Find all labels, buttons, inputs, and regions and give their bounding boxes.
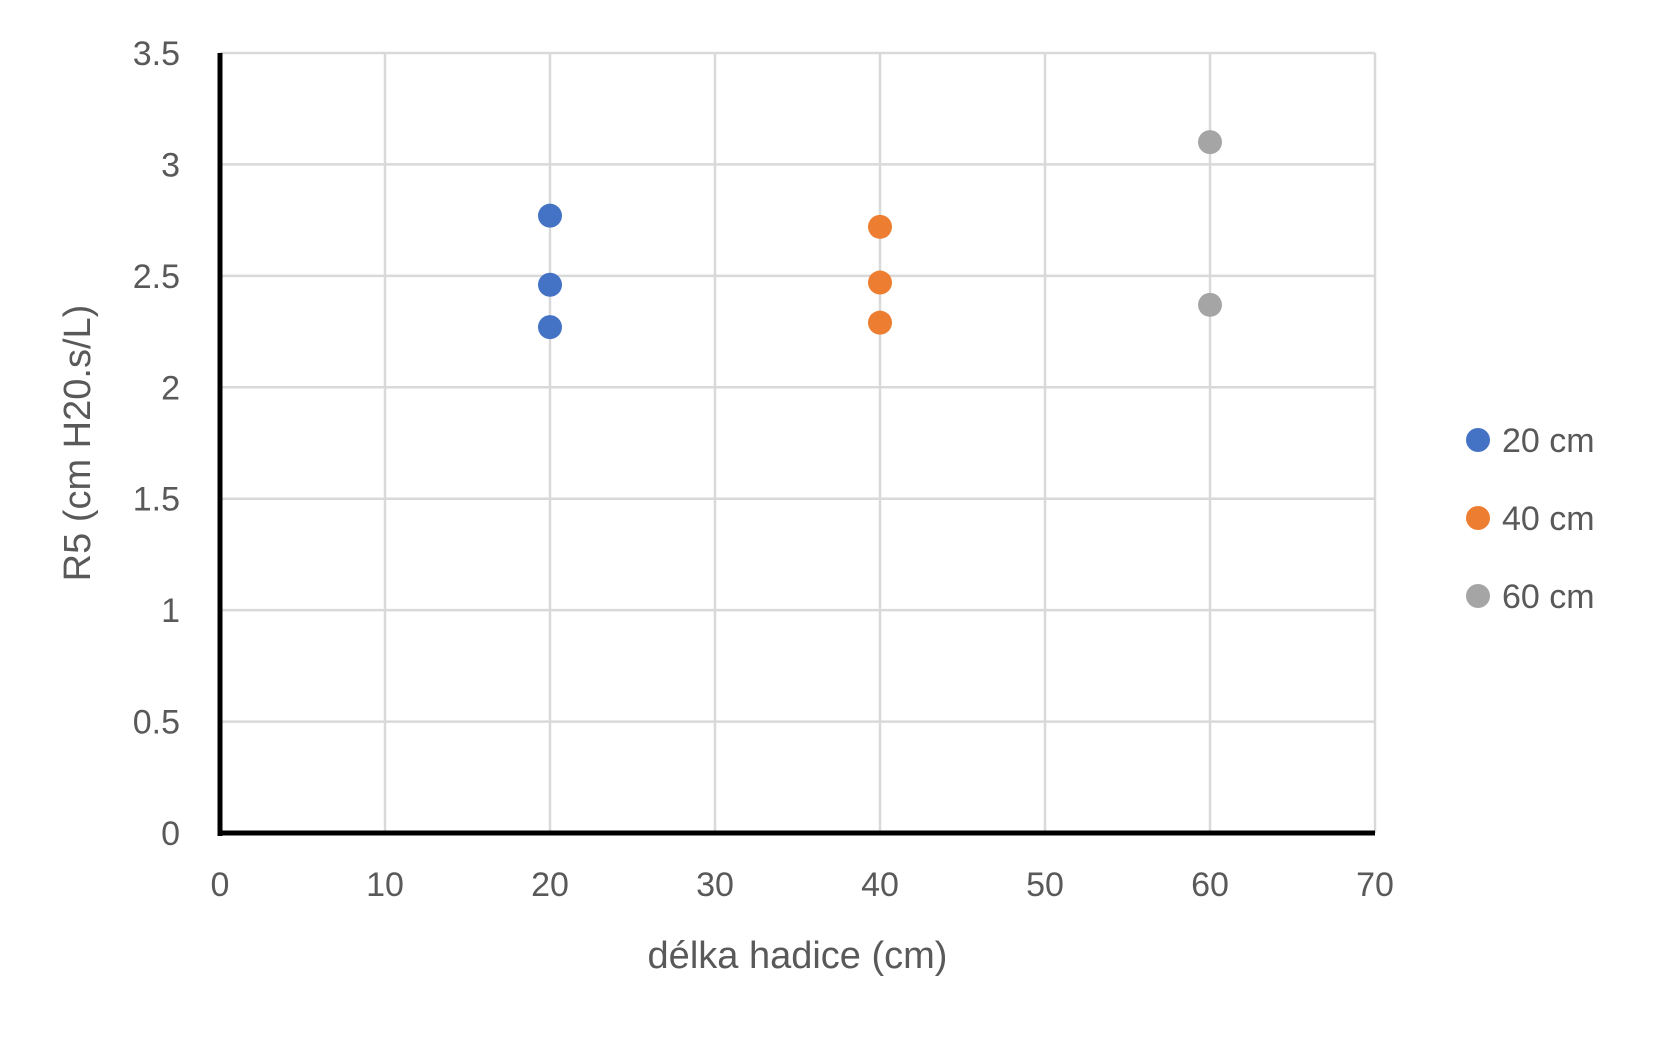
x-tick-label: 50 [1026, 866, 1064, 904]
legend-label: 60 cm [1502, 578, 1595, 616]
axes [217, 53, 1375, 836]
legend-marker [1466, 428, 1490, 452]
y-tick-label: 2.5 [133, 258, 180, 296]
legend-marker [1466, 584, 1490, 608]
legend-item: 20 cm [1466, 422, 1595, 460]
y-tick-label: 1 [161, 592, 180, 630]
x-axis-title: délka hadice (cm) [648, 935, 948, 977]
data-points [538, 130, 1222, 340]
data-point [1198, 292, 1222, 317]
x-tick-label: 20 [531, 866, 569, 904]
x-tick-label: 10 [366, 866, 404, 904]
x-tick-label: 0 [211, 866, 230, 904]
y-tick-label: 3 [161, 146, 180, 184]
y-tick-label: 1.5 [133, 481, 180, 519]
x-tick-label: 70 [1356, 866, 1394, 904]
legend-label: 20 cm [1502, 422, 1595, 460]
legend-item: 60 cm [1466, 578, 1595, 616]
gridlines [220, 51, 1377, 833]
legend-item: 40 cm [1466, 500, 1595, 538]
y-tick-label: 0 [161, 815, 180, 853]
x-tick-label: 60 [1191, 866, 1229, 904]
data-point [868, 270, 892, 295]
x-tick-label: 30 [696, 866, 734, 904]
y-tick-label: 0.5 [133, 704, 180, 742]
x-tick-label: 40 [861, 866, 899, 904]
legend-label: 40 cm [1502, 500, 1595, 538]
data-point [868, 214, 892, 239]
data-point [538, 272, 562, 297]
y-axis-title: R5 (cm H20.s/L) [57, 305, 99, 582]
data-point [1198, 130, 1222, 155]
data-point [538, 315, 562, 340]
data-point [868, 310, 892, 335]
tick-labels: 0 0.5 1 1.5 2 2.5 3 3.5 0 10 20 30 40 50 60 70 [133, 35, 1394, 904]
y-tick-label: 2 [161, 369, 180, 407]
data-point [538, 203, 562, 228]
y-tick-label: 3.5 [133, 35, 180, 73]
legend: 20 cm 40 cm 60 cm [1466, 422, 1595, 616]
legend-marker [1466, 506, 1490, 530]
